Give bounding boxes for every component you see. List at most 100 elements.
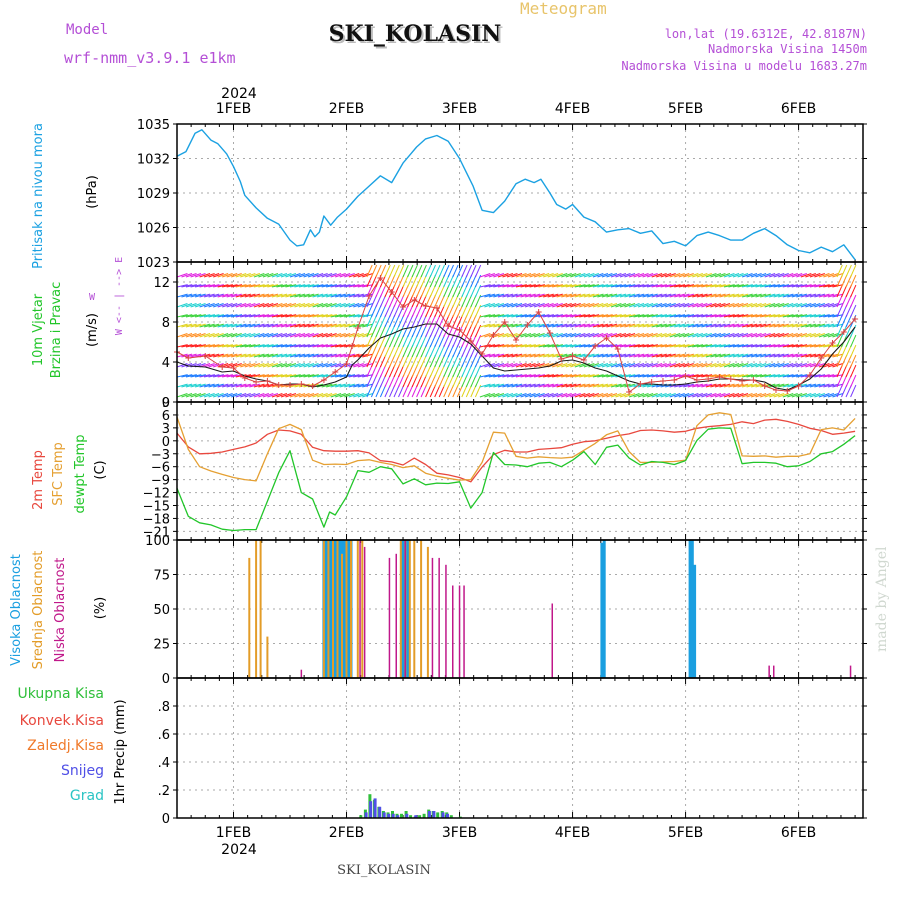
gust-marker	[490, 332, 497, 338]
wind-barb	[561, 333, 572, 338]
wind-barb	[452, 384, 459, 398]
wind-barb	[249, 344, 261, 348]
wind-barb	[624, 344, 636, 348]
wind-barb	[615, 293, 627, 298]
wind-barb	[574, 323, 586, 328]
wind-barb	[280, 363, 292, 368]
wind-barb	[222, 284, 234, 288]
wind-barb	[389, 294, 396, 308]
wind-barb	[330, 314, 342, 318]
x-label-top: 5FEB	[668, 101, 703, 117]
wind-barb	[764, 374, 776, 378]
wind-barb	[809, 374, 821, 378]
wind-barb	[474, 324, 482, 338]
wind-barb	[366, 374, 373, 388]
wind-barb	[244, 393, 256, 398]
gust-marker	[411, 297, 418, 303]
wind-barb	[384, 344, 391, 358]
wind-barb	[393, 274, 400, 288]
wind-barb	[429, 264, 436, 278]
wind-barb	[805, 333, 816, 338]
wind-barb	[285, 374, 297, 378]
wind-barb	[841, 284, 848, 298]
wind-barb	[610, 383, 622, 388]
wind-barb	[651, 293, 663, 298]
wind-barb	[805, 383, 817, 388]
wind-barb	[692, 284, 704, 288]
wind-barb	[769, 314, 781, 318]
wind-barb	[705, 333, 717, 338]
wind-barb	[258, 314, 270, 318]
wind-barb	[547, 303, 559, 308]
wind-barb	[330, 383, 342, 388]
wind-barb	[728, 363, 740, 368]
wind-barb	[185, 323, 197, 328]
wind-barb	[429, 324, 436, 338]
wind-barb	[493, 363, 505, 368]
wind-barb	[443, 334, 450, 348]
wind-barb	[190, 374, 202, 378]
wind-barb	[796, 363, 807, 368]
wind-barb	[321, 393, 333, 398]
wind-barb	[231, 344, 243, 348]
wind-barb	[533, 344, 546, 348]
wind-barb	[434, 284, 441, 298]
gust-marker	[739, 378, 746, 384]
wind-barb	[678, 383, 690, 388]
wind-barb	[185, 333, 197, 338]
wind-barb	[732, 353, 744, 358]
wind-barb	[267, 323, 279, 328]
wind-barb	[194, 323, 206, 328]
wind-barb	[678, 314, 690, 318]
wind-barb	[447, 334, 454, 348]
wind-barb	[741, 363, 753, 368]
wind-barb	[398, 314, 405, 328]
wind-barb	[827, 353, 839, 358]
wind-barb	[470, 364, 477, 378]
wind-barb	[213, 314, 225, 318]
wind-barb	[574, 344, 586, 348]
wind-barb	[850, 294, 857, 308]
wind-barb	[809, 314, 821, 318]
wind-barb	[312, 353, 324, 358]
x-label-top: 6FEB	[781, 101, 816, 117]
wind-barb	[597, 344, 609, 348]
wind-barb	[330, 393, 342, 398]
wind-barb	[814, 344, 826, 348]
wind-barb	[624, 393, 636, 398]
altitude-text: Nadmorska Visina 1450m	[708, 42, 867, 56]
wind-barb	[474, 294, 482, 308]
wind-barb	[687, 374, 699, 378]
wind-barb	[755, 293, 767, 298]
wind-barb	[506, 284, 518, 288]
wind-barb	[461, 344, 468, 358]
wind-barb	[778, 293, 789, 298]
wind-barb	[678, 303, 690, 308]
wind-barb	[461, 264, 468, 278]
wind-barb	[434, 304, 441, 318]
wind-barb	[262, 323, 274, 328]
wind-barb	[298, 273, 310, 278]
wind-barb	[235, 393, 247, 398]
wind-barb	[348, 273, 360, 278]
gust-marker	[298, 381, 305, 387]
cloud-bar	[426, 546, 429, 678]
wind-barb	[769, 323, 780, 328]
wind-barb	[714, 303, 726, 308]
wind-barb	[456, 364, 464, 378]
wind-barb	[330, 323, 342, 328]
wind-barb	[624, 374, 636, 378]
wind-barb	[746, 374, 758, 378]
wind-barb	[379, 334, 387, 348]
wind-barb	[746, 284, 758, 288]
wind-barb	[389, 344, 396, 358]
wind-barb	[588, 333, 599, 338]
wind-barb	[845, 264, 852, 278]
wind-barb	[190, 314, 202, 318]
wind-barb	[181, 323, 193, 328]
wind-barb	[194, 374, 206, 378]
wind-barb	[267, 344, 279, 348]
wind-barb	[244, 303, 256, 308]
pressure-label: Pritisak na nivou mora	[31, 123, 46, 269]
wind-barb	[746, 333, 758, 338]
